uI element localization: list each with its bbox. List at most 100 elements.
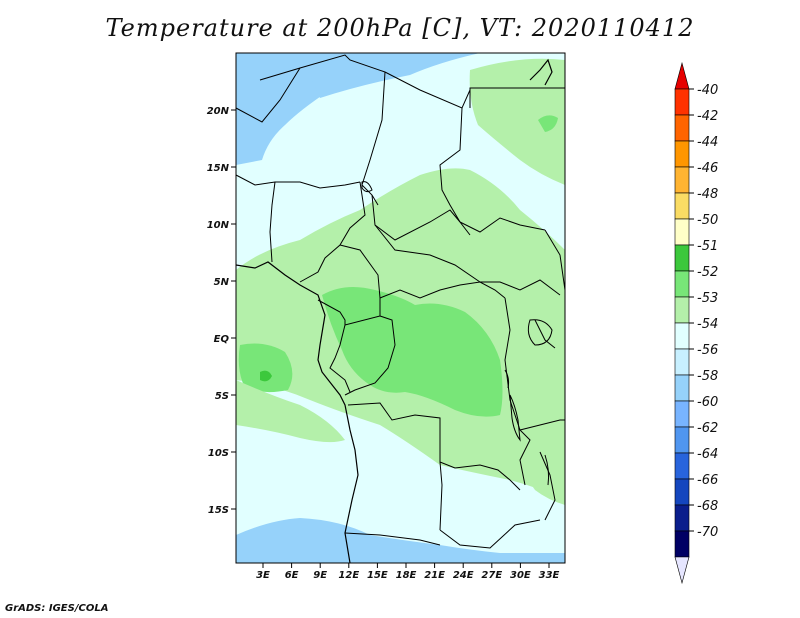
colorbar-label: -44 bbox=[697, 135, 718, 150]
border-ethiopia bbox=[544, 229, 565, 291]
colorbar-segment bbox=[674, 88, 690, 116]
border-ssudan-uganda bbox=[480, 279, 561, 296]
lon-tick-label: 18E bbox=[396, 570, 417, 581]
lat-tick-label: 5N bbox=[214, 277, 230, 288]
lake-tanganyika bbox=[509, 394, 521, 442]
colorbar-label: -58 bbox=[697, 369, 718, 384]
colorbar-segment bbox=[674, 140, 690, 168]
colorbar-segment bbox=[674, 478, 690, 506]
border-zambia-south bbox=[439, 519, 541, 549]
border-tanzania bbox=[519, 419, 565, 431]
colorbar-segment bbox=[674, 114, 690, 142]
border-malawi bbox=[539, 451, 556, 521]
field-region-gabon-spot bbox=[260, 370, 272, 382]
lat-tick-label: 10S bbox=[208, 448, 229, 459]
border-gabon-congo bbox=[329, 324, 351, 393]
lake-malawi bbox=[544, 454, 550, 486]
colorbar-segment bbox=[674, 296, 690, 324]
field-region-central-core2 bbox=[238, 343, 293, 393]
lat-tick-label: 10N bbox=[207, 220, 230, 231]
colorbar-segment bbox=[674, 374, 690, 402]
border-car-drc bbox=[379, 281, 506, 299]
lon-tick-label: 27E bbox=[481, 570, 502, 581]
colorbar-label: -46 bbox=[697, 161, 718, 176]
lon-tick-label: 15E bbox=[367, 570, 388, 581]
colorbar-label: -53 bbox=[697, 291, 718, 306]
colorbar-label: -56 bbox=[697, 343, 718, 358]
lake-victoria bbox=[527, 319, 553, 346]
colorbar-label: -66 bbox=[697, 473, 718, 488]
field-region-north-cold bbox=[236, 53, 400, 165]
lake-kivu bbox=[504, 369, 510, 389]
colorbar-segment bbox=[674, 452, 690, 480]
field-region-north-cold2 bbox=[300, 53, 480, 98]
border-car-ssudan bbox=[374, 224, 481, 283]
temperature-field bbox=[236, 53, 565, 563]
colorbar-segment bbox=[674, 400, 690, 428]
colorbar-segment bbox=[674, 348, 690, 376]
border-angola-namibia bbox=[344, 532, 441, 546]
map-frame bbox=[235, 52, 566, 564]
colorbar-label: -54 bbox=[697, 317, 718, 332]
field-region-east-warm bbox=[520, 405, 565, 505]
border-nigeria-benin bbox=[269, 181, 276, 263]
field-region-northeast-spot bbox=[538, 115, 558, 132]
lat-tick-label: 5S bbox=[215, 391, 229, 402]
colorbar-segment bbox=[674, 504, 690, 532]
lat-tick-label: 15S bbox=[208, 505, 229, 516]
lon-tick-label: 3E bbox=[256, 570, 270, 581]
grads-credit: GrADS: IGES/COLA bbox=[5, 603, 109, 614]
field-region-south-cold bbox=[236, 518, 565, 563]
colorbar-label: -52 bbox=[697, 265, 718, 280]
border-niger-nigeria bbox=[236, 174, 361, 189]
lon-tick-label: 24E bbox=[453, 570, 474, 581]
colorbar-label: -40 bbox=[697, 83, 718, 98]
colorbar-segment bbox=[674, 530, 690, 558]
lat-tick-label: 15N bbox=[207, 163, 230, 174]
colorbar-segment bbox=[674, 166, 690, 194]
border-congo-drc bbox=[344, 315, 396, 396]
colorbar-arrow-top bbox=[674, 61, 690, 90]
colorbar-segment bbox=[674, 218, 690, 246]
border-drc-east bbox=[504, 297, 531, 486]
border-algeria-niger bbox=[236, 67, 301, 123]
colorbar-label: -48 bbox=[697, 187, 718, 202]
lon-tick-label: 9E bbox=[313, 570, 327, 581]
coastline-redsea bbox=[529, 58, 553, 86]
colorbar-label: -62 bbox=[697, 421, 718, 436]
longitude-axis: 3E 6E 9E 12E 15E 18E 21E 24E 27E 30E 33E bbox=[256, 563, 560, 581]
colorbar-label: -70 bbox=[697, 525, 718, 540]
lon-tick-label: 21E bbox=[424, 570, 445, 581]
border-angola-zambia bbox=[439, 461, 443, 531]
colorbar-segment bbox=[674, 244, 690, 272]
lon-tick-label: 33E bbox=[539, 570, 560, 581]
lon-tick-label: 30E bbox=[510, 570, 531, 581]
colorbar-segment bbox=[674, 270, 690, 298]
border-cameroon-car bbox=[339, 244, 381, 299]
lake-chad bbox=[361, 181, 373, 193]
colorbar-segment bbox=[674, 426, 690, 454]
lon-tick-label: 6E bbox=[285, 570, 299, 581]
colorbar-label: -60 bbox=[697, 395, 718, 410]
border-kenya-uganda bbox=[534, 319, 556, 349]
lat-tick-label: 20N bbox=[207, 106, 230, 117]
colorbar: -40 -42 -44 -46 -48 -50 -51 -52 -53 -54 -56 -58 -60 -… bbox=[674, 61, 718, 585]
colorbar-label: -50 bbox=[697, 213, 718, 228]
colorbar-arrow-bottom bbox=[674, 556, 690, 585]
field-region-southwest-warm bbox=[236, 380, 345, 443]
border-sudan-ssudan bbox=[459, 217, 546, 233]
border-niger-chad bbox=[361, 71, 386, 206]
lat-tick-label: EQ bbox=[214, 334, 230, 345]
lon-tick-label: 12E bbox=[338, 570, 359, 581]
coastline-west bbox=[236, 261, 359, 563]
colorbar-label: -42 bbox=[697, 109, 718, 124]
border-chad-car bbox=[371, 194, 461, 241]
latitude-axis: 20N 15N 10N 5N EQ 5S 10S 15S bbox=[207, 106, 236, 516]
colorbar-segment bbox=[674, 322, 690, 350]
colorbar-label: -64 bbox=[697, 447, 718, 462]
border-libya-south bbox=[259, 54, 565, 109]
colorbar-label: -68 bbox=[697, 499, 718, 514]
map-title: Temperature at 200hPa [C], VT: 202011041… bbox=[105, 14, 695, 42]
field-region-northeast-warm bbox=[469, 58, 565, 185]
